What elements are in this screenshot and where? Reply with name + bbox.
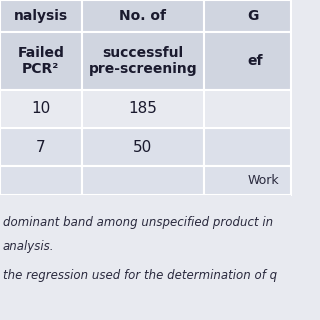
Text: Failed
PCR²: Failed PCR² <box>17 46 64 76</box>
Text: the regression used for the determination of q: the regression used for the determinatio… <box>3 269 277 282</box>
Text: nalysis: nalysis <box>14 9 68 23</box>
Text: No. of: No. of <box>119 9 166 23</box>
Text: dominant band among unspecified product in: dominant band among unspecified product … <box>3 216 273 229</box>
Bar <box>82 0 204 32</box>
Text: 7: 7 <box>36 140 46 155</box>
Bar <box>82 90 204 128</box>
Text: 10: 10 <box>31 101 51 116</box>
Text: ef: ef <box>248 54 263 68</box>
Bar <box>0 32 82 90</box>
Bar <box>82 128 204 166</box>
Text: Work: Work <box>248 174 279 187</box>
Text: G: G <box>248 9 259 23</box>
Bar <box>0 0 82 32</box>
Bar <box>82 166 204 195</box>
Bar <box>204 128 292 166</box>
Bar <box>0 128 82 166</box>
Bar <box>204 166 292 195</box>
Text: 50: 50 <box>133 140 152 155</box>
Bar <box>82 32 204 90</box>
Text: successful
pre-screening: successful pre-screening <box>88 46 197 76</box>
Bar <box>0 90 82 128</box>
Bar <box>0 195 292 320</box>
Text: analysis.: analysis. <box>3 240 54 253</box>
Bar <box>204 32 292 90</box>
Bar <box>0 166 82 195</box>
Text: 185: 185 <box>128 101 157 116</box>
Bar <box>204 90 292 128</box>
Bar <box>204 0 292 32</box>
